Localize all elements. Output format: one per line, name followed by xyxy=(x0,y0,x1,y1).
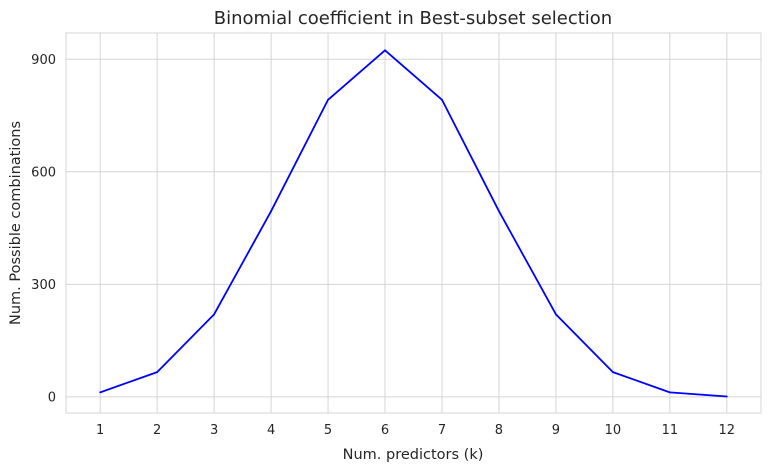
data-point xyxy=(611,371,614,374)
x-tick-label: 5 xyxy=(324,423,332,438)
x-tick-label: 8 xyxy=(495,423,503,438)
x-tick-label: 10 xyxy=(605,423,622,438)
x-tick-label: 9 xyxy=(552,423,560,438)
x-tick-label: 4 xyxy=(267,423,275,438)
x-axis-label: Num. predictors (k) xyxy=(343,447,484,463)
y-tick-label: 0 xyxy=(48,390,56,405)
data-point xyxy=(384,49,386,52)
data-point xyxy=(441,98,443,101)
x-tick-label: 11 xyxy=(662,423,679,438)
chart-title: Binomial coefficient in Best-subset sele… xyxy=(214,8,612,29)
x-tick-label: 12 xyxy=(719,423,736,438)
data-point xyxy=(498,210,500,213)
x-tick-label: 2 xyxy=(153,423,161,438)
x-tick-label: 7 xyxy=(438,423,446,438)
data-point xyxy=(555,313,557,316)
data-point xyxy=(213,313,216,316)
data-point xyxy=(270,210,272,213)
data-point xyxy=(327,98,329,101)
x-tick-label: 3 xyxy=(210,423,218,438)
y-tick-label: 600 xyxy=(31,165,56,180)
series-line xyxy=(99,49,727,398)
grid-lines xyxy=(66,33,761,413)
y-tick-label: 300 xyxy=(31,278,56,293)
y-tick-labels: 0 300 600 900 xyxy=(31,53,56,406)
y-axis-label: Num. Possible combinations xyxy=(8,121,24,325)
series-layer xyxy=(99,49,728,398)
plot-frame xyxy=(65,32,762,414)
data-point xyxy=(725,395,728,398)
x-tick-labels: 1 2 3 4 5 6 7 8 9 10 11 12 xyxy=(96,423,735,438)
y-tick-label: 900 xyxy=(31,53,56,68)
x-tick-label: 6 xyxy=(381,423,389,438)
data-point xyxy=(156,371,159,374)
data-point xyxy=(99,391,102,394)
x-tick-label: 1 xyxy=(96,423,104,438)
data-point xyxy=(668,391,671,394)
